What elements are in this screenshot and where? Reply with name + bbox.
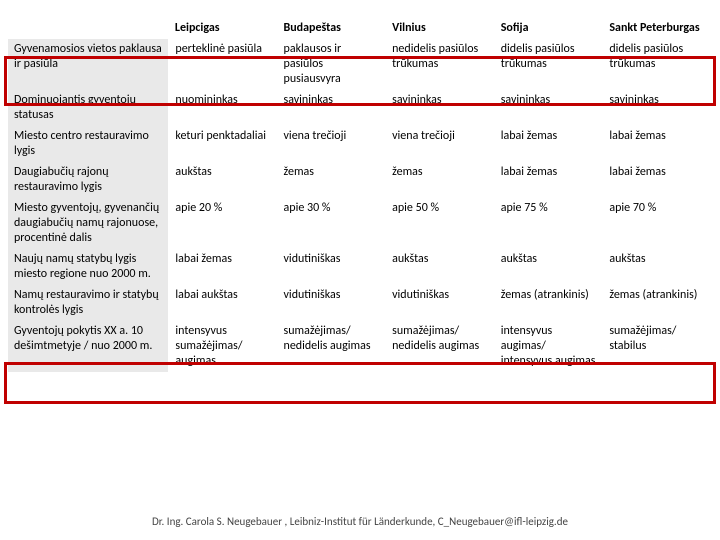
table-row: Naujų namų statybų lygis miesto regione … <box>8 249 712 285</box>
cell: didelis pasiūlos trūkumas <box>603 39 712 90</box>
cell: žemas <box>386 162 495 198</box>
table-header-row: Leipcigas Budapeštas Vilnius Sofija Sank… <box>8 18 712 39</box>
cell: sumažėjimas/ nedidelis augimas <box>278 321 387 372</box>
row-label: Miesto gyventojų, gyvenančių daugiabučių… <box>8 198 169 249</box>
cell: aukštas <box>495 249 604 285</box>
footer-credit: Dr. Ing. Carola S. Neugebauer , Leibniz-… <box>0 515 720 528</box>
cell: aukštas <box>386 249 495 285</box>
cell: savininkas <box>495 90 604 126</box>
cell: viena trečioji <box>278 126 387 162</box>
row-label: Namų restauravimo ir statybų kontrolės l… <box>8 285 169 321</box>
cell: viena trečioji <box>386 126 495 162</box>
header-col: Vilnius <box>386 18 495 39</box>
cell: intensyvus sumažėjimas/ augimas <box>169 321 278 372</box>
table-row: Miesto gyventojų, gyvenančių daugiabučių… <box>8 198 712 249</box>
header-col: Budapeštas <box>278 18 387 39</box>
cell: perteklinė pasiūla <box>169 39 278 90</box>
table-row: Daugiabučių rajonų restauravimo lygis au… <box>8 162 712 198</box>
cell: aukštas <box>603 249 712 285</box>
cell: paklausos ir pasiūlos pusiausvyra <box>278 39 387 90</box>
cell: vidutiniškas <box>386 285 495 321</box>
cell: žemas <box>278 162 387 198</box>
header-col: Sofija <box>495 18 604 39</box>
cell: didelis pasiūlos trūkumas <box>495 39 604 90</box>
header-col: Leipcigas <box>169 18 278 39</box>
table-row: Gyvenamosios vietos paklausa ir pasiūla … <box>8 39 712 90</box>
row-label: Dominuojantis gyventojų statusas <box>8 90 169 126</box>
table-row: Dominuojantis gyventojų statusas nuomini… <box>8 90 712 126</box>
table-row: Gyventojų pokytis XX a. 10 dešimtmetyje … <box>8 321 712 372</box>
comparison-table-container: Leipcigas Budapeštas Vilnius Sofija Sank… <box>8 18 712 372</box>
cell: apie 75 % <box>495 198 604 249</box>
table-body: Gyvenamosios vietos paklausa ir pasiūla … <box>8 39 712 372</box>
cell: aukštas <box>169 162 278 198</box>
cell: apie 70 % <box>603 198 712 249</box>
cell: savininkas <box>603 90 712 126</box>
header-empty <box>8 18 169 39</box>
cell: labai žemas <box>603 126 712 162</box>
cell: labai aukštas <box>169 285 278 321</box>
cell: apie 30 % <box>278 198 387 249</box>
cell: apie 20 % <box>169 198 278 249</box>
cell: sumažėjimas/ stabilus <box>603 321 712 372</box>
table-row: Miesto centro restauravimo lygis keturi … <box>8 126 712 162</box>
cell: labai žemas <box>495 162 604 198</box>
cell: vidutiniškas <box>278 249 387 285</box>
row-label: Gyventojų pokytis XX a. 10 dešimtmetyje … <box>8 321 169 372</box>
cell: labai žemas <box>603 162 712 198</box>
cell: keturi penktadaliai <box>169 126 278 162</box>
comparison-table: Leipcigas Budapeštas Vilnius Sofija Sank… <box>8 18 712 372</box>
cell: nuomininkas <box>169 90 278 126</box>
row-label: Miesto centro restauravimo lygis <box>8 126 169 162</box>
cell: apie 50 % <box>386 198 495 249</box>
cell: vidutiniškas <box>278 285 387 321</box>
row-label: Daugiabučių rajonų restauravimo lygis <box>8 162 169 198</box>
cell: žemas (atrankinis) <box>603 285 712 321</box>
cell: intensyvus augimas/ intensyvus augimas <box>495 321 604 372</box>
row-label: Gyvenamosios vietos paklausa ir pasiūla <box>8 39 169 90</box>
cell: nedidelis pasiūlos trūkumas <box>386 39 495 90</box>
row-label: Naujų namų statybų lygis miesto regione … <box>8 249 169 285</box>
cell: žemas (atrankinis) <box>495 285 604 321</box>
cell: labai žemas <box>495 126 604 162</box>
header-col: Sankt Peterburgas <box>603 18 712 39</box>
cell: savininkas <box>386 90 495 126</box>
cell: sumažėjimas/ nedidelis augimas <box>386 321 495 372</box>
cell: savininkas <box>278 90 387 126</box>
table-row: Namų restauravimo ir statybų kontrolės l… <box>8 285 712 321</box>
cell: labai žemas <box>169 249 278 285</box>
